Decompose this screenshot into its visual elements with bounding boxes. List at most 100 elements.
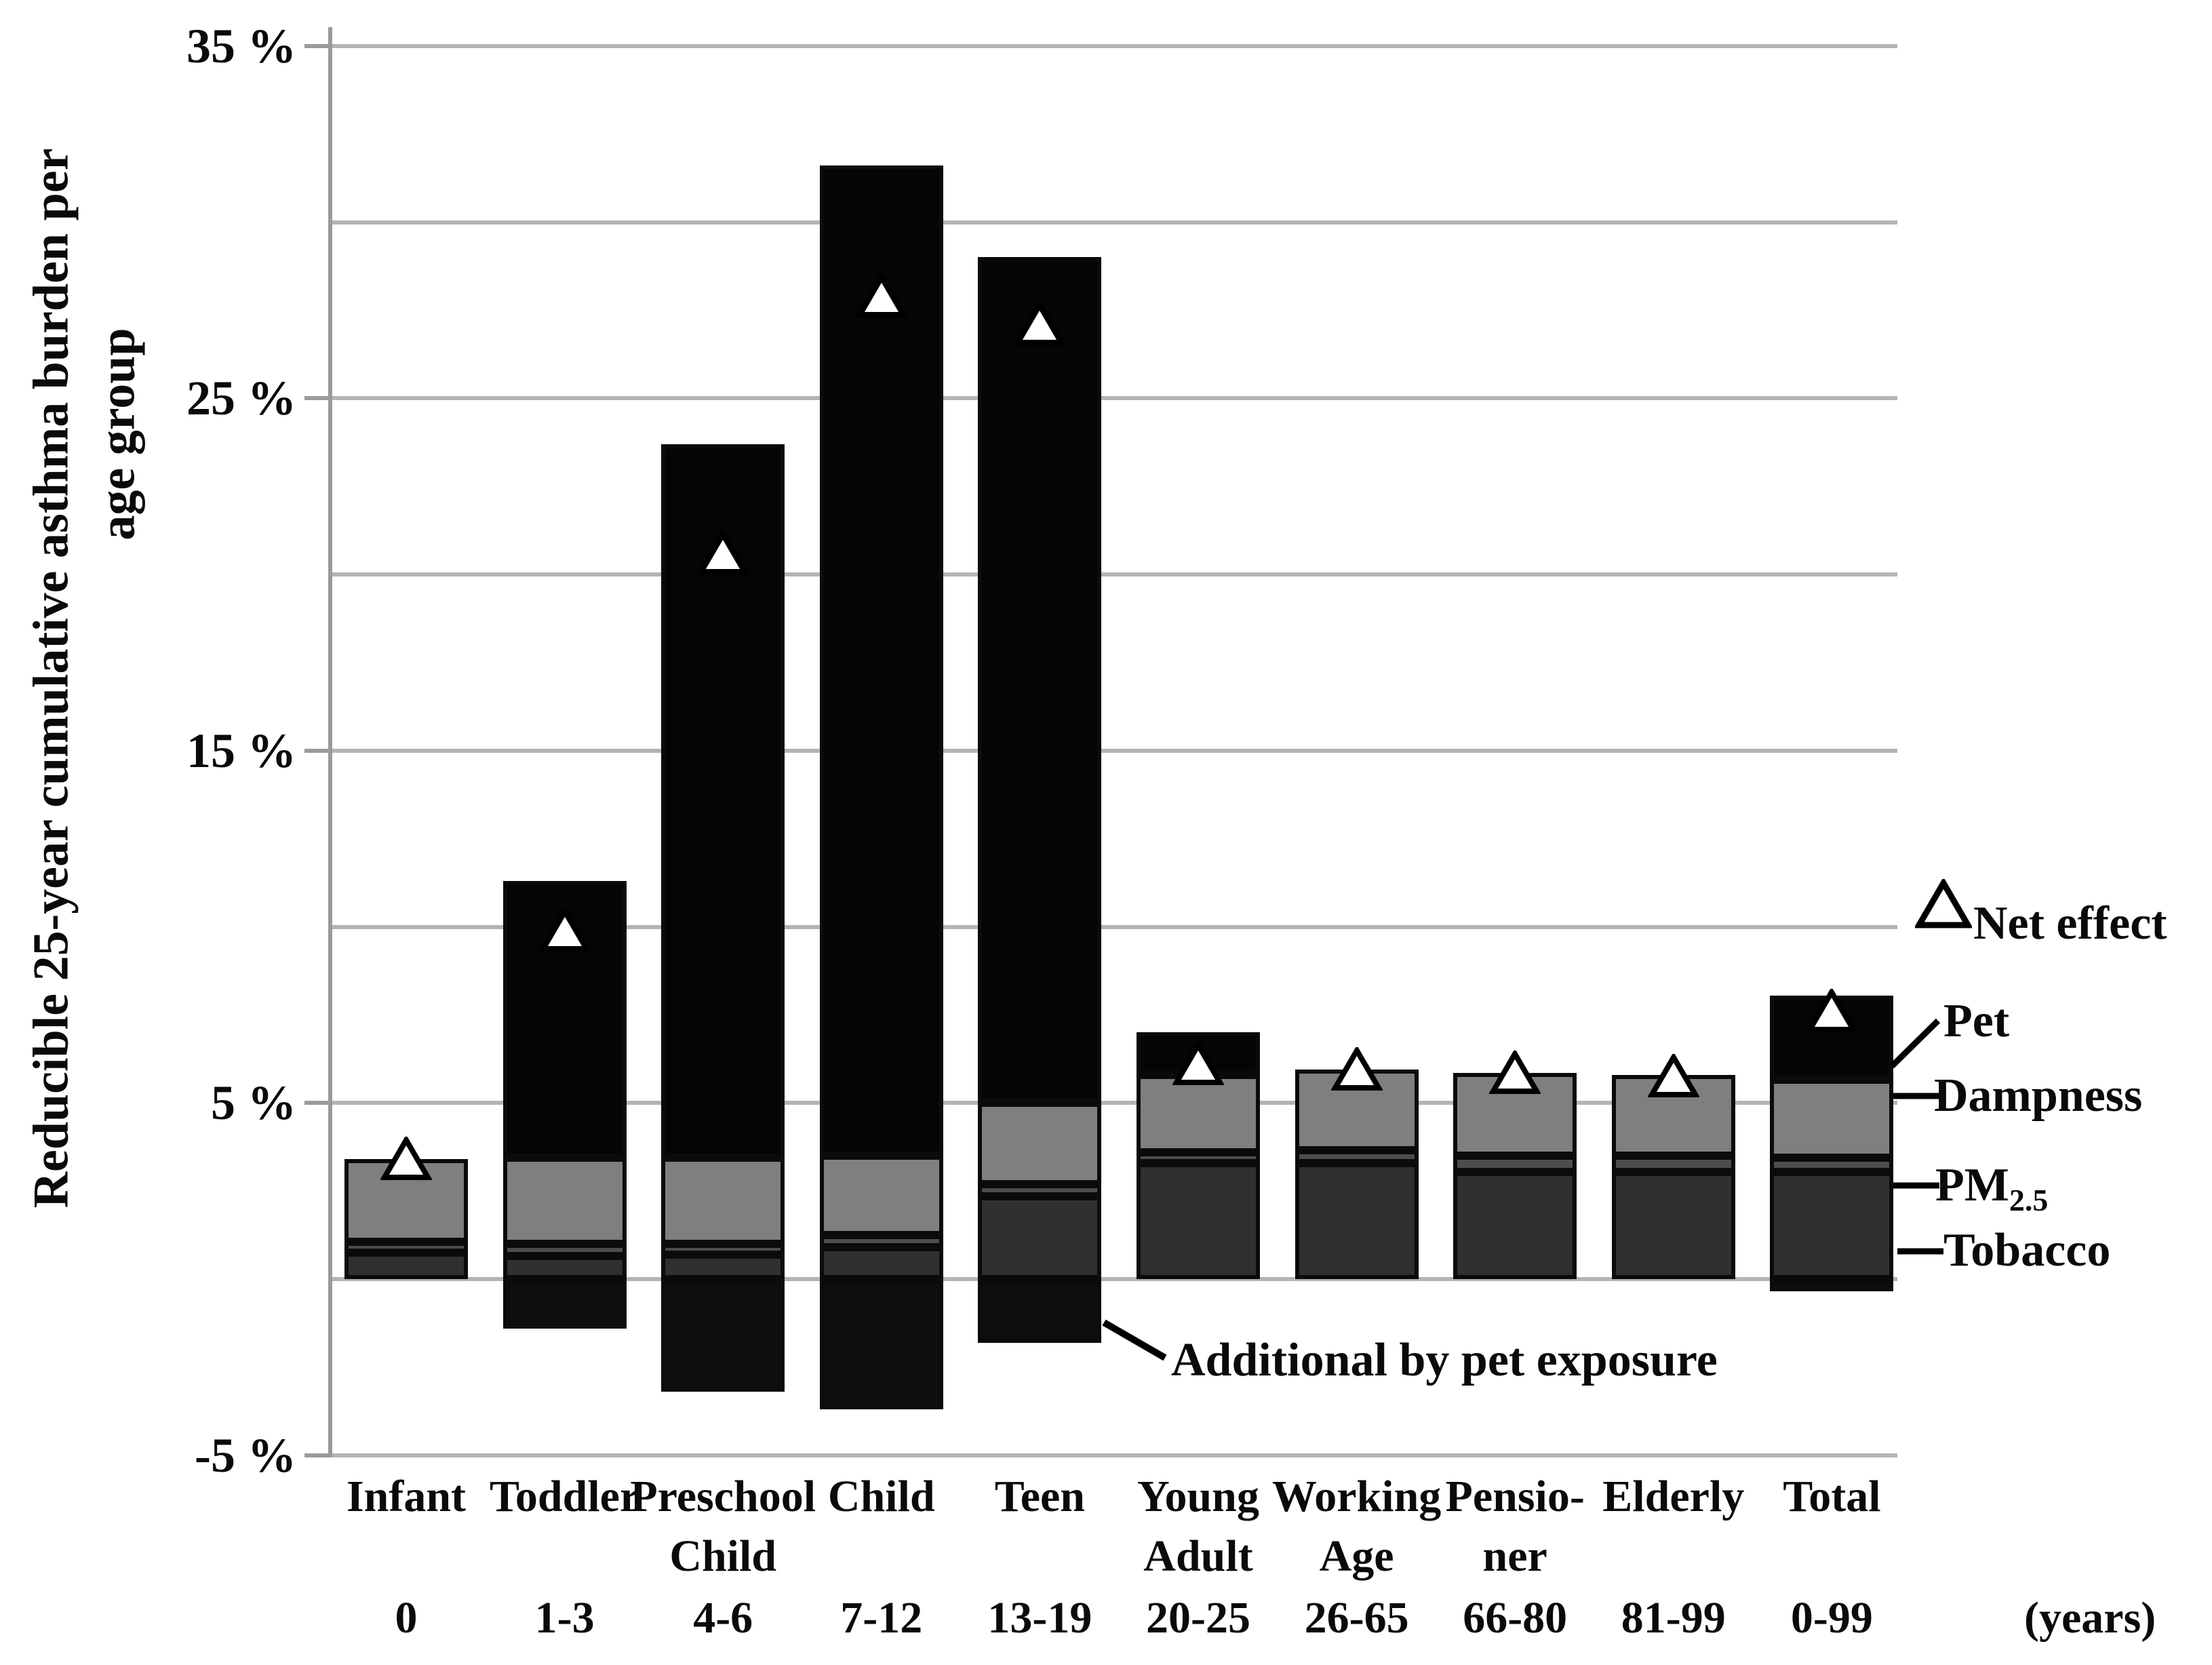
x-label-infant: Infant <box>346 1472 467 1521</box>
bar-segment-pm25 <box>661 1244 785 1255</box>
bar-segment-pm25 <box>502 1244 627 1257</box>
x-age-label-7-12: 7-12 <box>840 1593 923 1643</box>
x-label-working: Working <box>1271 1472 1442 1521</box>
y-tick-label: -5 % <box>195 1428 296 1483</box>
bar-segment-pm25 <box>1611 1156 1735 1172</box>
x-label-total: Total <box>1783 1472 1881 1521</box>
legend-dampness-label: Dampness <box>1934 1070 2143 1122</box>
bar-segment-tobacco <box>1770 1171 1894 1279</box>
gridline-5pct <box>330 1101 1897 1105</box>
bar-segment-additional-pet <box>502 1279 627 1329</box>
y-axis-tick <box>304 396 330 401</box>
bar-segment-tobacco <box>661 1254 785 1279</box>
bar-segment-tobacco <box>1611 1171 1735 1279</box>
y-axis-title-line1: Reducible 25-year cumulative asthma burd… <box>23 148 79 1209</box>
x-age-label-26-65: 26-65 <box>1304 1593 1409 1643</box>
x-age-label-4-6: 4-6 <box>693 1593 753 1643</box>
x-age-label-20-25: 20-25 <box>1146 1593 1250 1643</box>
bar-segment-dampness <box>502 1157 627 1245</box>
gridline-35pct <box>330 43 1897 48</box>
y-axis-tick <box>304 748 330 753</box>
bar-segment-additional-pet <box>661 1279 785 1392</box>
legend-net-effect-label: Net effect <box>1973 897 2167 949</box>
x-label-teen: Teen <box>994 1472 1086 1521</box>
x-label-child: Child <box>669 1531 777 1581</box>
bar-segment-pm25 <box>1770 1157 1894 1172</box>
y-axis-line <box>328 27 332 1457</box>
bar-segment-dampness <box>819 1156 943 1236</box>
net-effect-marker-infant <box>380 1137 432 1181</box>
y-axis-tick <box>304 1101 330 1105</box>
net-effect-marker-young <box>1172 1042 1224 1086</box>
bar-segment-tobacco <box>819 1247 943 1279</box>
gridline-20pct <box>330 572 1897 576</box>
x-label-preschool: Preschool <box>630 1472 816 1521</box>
bar-segment-dampness <box>1770 1080 1894 1158</box>
x-label-toddler: Toddler <box>489 1472 640 1521</box>
y-tick-label: 15 % <box>186 723 296 778</box>
x-label-young: Young <box>1137 1472 1259 1521</box>
bar-segment-additional-pet <box>819 1279 943 1410</box>
y-axis-title-line2: age group <box>90 328 146 541</box>
y-tick-label: 25 % <box>186 371 296 426</box>
bar-segment-tobacco <box>502 1256 627 1279</box>
legend-tobacco-label: Tobacco <box>1943 1224 2111 1276</box>
x-label-ner: ner <box>1482 1531 1547 1581</box>
bar-segment-tobacco <box>978 1196 1102 1279</box>
x-age-label-13-19: 13-19 <box>987 1593 1092 1643</box>
gridline--5pct <box>330 1453 1897 1457</box>
gridline-10pct <box>330 924 1897 929</box>
x-age-label-81-99: 81-99 <box>1621 1593 1726 1643</box>
y-axis-tick <box>304 43 330 48</box>
y-axis-tick <box>304 1453 330 1457</box>
bar-segment-tobacco <box>1295 1162 1419 1279</box>
x-label-adult: Adult <box>1143 1531 1253 1581</box>
gridline-15pct <box>330 748 1897 753</box>
bar-segment-pm25 <box>819 1235 943 1248</box>
y-tick-label: 5 % <box>211 1076 296 1131</box>
legend-pm25-label: PM2.5 <box>1935 1156 2048 1230</box>
net-effect-marker-preschool <box>697 530 749 574</box>
bar-segment-tobacco <box>1137 1162 1260 1279</box>
net-effect-marker-child <box>855 273 907 317</box>
x-age-label-0-99: 0-99 <box>1790 1593 1873 1643</box>
bar-segment-tobacco <box>344 1253 468 1279</box>
bar-segment-pm25 <box>978 1183 1102 1196</box>
net-effect-marker-teen <box>1014 302 1066 346</box>
x-age-label-1-3: 1-3 <box>534 1593 595 1643</box>
bar-segment-dampness <box>661 1157 785 1245</box>
x-label-elderly: Elderly <box>1602 1472 1745 1521</box>
bar-segment-pm25 <box>1137 1152 1260 1163</box>
net-effect-marker-elderly <box>1647 1054 1699 1098</box>
net-effect-marker-working <box>1330 1046 1383 1091</box>
bar-segment-additional-pet <box>1770 1279 1894 1292</box>
net-effect-marker-toddler <box>538 907 591 952</box>
gridline-0pct <box>330 1277 1897 1281</box>
bar-segment-additional-pet <box>978 1279 1102 1343</box>
legend-pet-label: Pet <box>1943 995 2010 1047</box>
bar-segment-pet <box>978 257 1102 1103</box>
annotation-additional-pet: Additional by pet exposure <box>1171 1334 1718 1386</box>
x-label-child: Child <box>827 1472 935 1521</box>
gridline-25pct <box>330 396 1897 401</box>
gridline-30pct <box>330 220 1897 224</box>
net-effect-marker-pensio- <box>1489 1051 1541 1095</box>
legend-pm25-subscript: 2.5 <box>2009 1183 2049 1217</box>
y-tick-label: 35 % <box>186 18 296 73</box>
x-age-label-66-80: 66-80 <box>1463 1593 1568 1643</box>
bar-segment-pm25 <box>344 1242 468 1253</box>
bar-segment-pm25 <box>1453 1156 1577 1172</box>
x-label-pensio: Pensio- <box>1445 1472 1585 1521</box>
bar-segment-pet <box>819 165 943 1156</box>
pet-pointer-line <box>1889 1018 1941 1069</box>
net-effect-marker-total <box>1806 989 1858 1033</box>
bar-segment-dampness <box>978 1103 1102 1184</box>
bar-segment-tobacco <box>1453 1171 1577 1279</box>
annotation-pointer-line <box>1102 1319 1167 1361</box>
bar-segment-pm25 <box>1295 1150 1419 1163</box>
legend-pm25-base: PM <box>1935 1159 2009 1211</box>
x-axis-unit: (years) <box>2024 1593 2156 1643</box>
x-age-label-0: 0 <box>395 1593 418 1643</box>
x-label-age: Age <box>1319 1531 1394 1581</box>
